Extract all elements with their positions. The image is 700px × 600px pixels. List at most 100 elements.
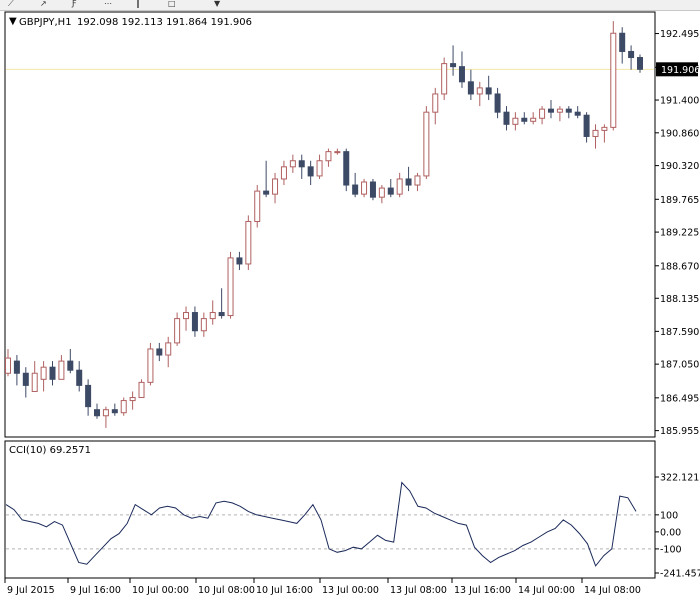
- candle: [40, 361, 47, 392]
- price-tick-label: 187.050: [660, 360, 699, 371]
- price-tick-label: 189.225: [660, 228, 699, 239]
- candle: [583, 112, 590, 143]
- candle: [272, 172, 279, 204]
- candle: [352, 172, 359, 198]
- candle: [156, 342, 163, 362]
- candle: [245, 215, 252, 271]
- candle-body: [94, 409, 101, 417]
- candle: [209, 300, 216, 325]
- candle: [76, 361, 83, 392]
- candle: [432, 87, 439, 125]
- candle-body: [476, 87, 483, 95]
- candle-body: [325, 151, 332, 162]
- candle: [592, 124, 599, 149]
- candle-body: [67, 360, 74, 371]
- candle: [485, 75, 492, 101]
- candle: [503, 106, 510, 131]
- candle: [191, 306, 198, 337]
- arrow-tool-icon[interactable]: ↗: [40, 0, 47, 8]
- price-tick-label: 192.495: [660, 29, 699, 40]
- candle-body: [129, 397, 136, 402]
- candle-body: [165, 342, 172, 356]
- cci-tick-label: 322.1215: [660, 473, 700, 484]
- time-tick-label: 9 Jul 16:00: [70, 585, 121, 596]
- candle-body: [280, 166, 287, 180]
- candle: [458, 51, 465, 88]
- candle: [476, 81, 483, 107]
- candle: [129, 391, 136, 410]
- candle: [13, 355, 20, 386]
- candle-body: [298, 160, 305, 168]
- candle: [67, 348, 74, 374]
- price-tick-label: 191.400: [660, 96, 699, 107]
- candle-body: [458, 66, 465, 83]
- candle: [637, 54, 643, 73]
- shapes-icon[interactable]: □: [168, 0, 176, 8]
- cci-title: CCI(10) 69.2571: [9, 445, 91, 456]
- candle-body: [111, 409, 118, 414]
- chart-menu-icon[interactable]: ▼: [9, 16, 17, 27]
- cci-panel: [4, 440, 656, 579]
- candle: [343, 148, 350, 192]
- current-price-box: [656, 62, 698, 77]
- cci-tick-label: -100: [660, 544, 682, 555]
- time-tick-label: 13 Jul 08:00: [390, 585, 447, 596]
- candle-body: [334, 151, 341, 154]
- candle-body: [138, 381, 145, 399]
- candle: [450, 45, 457, 76]
- candle: [147, 342, 154, 386]
- fib-fan-icon[interactable]: ⋯: [104, 0, 112, 8]
- line-tool-icon[interactable]: ⟋: [8, 0, 14, 8]
- candle: [556, 106, 563, 122]
- candle-body: [432, 93, 439, 113]
- candle: [494, 87, 501, 119]
- candle: [405, 166, 412, 192]
- candle: [628, 45, 635, 70]
- candle-body: [236, 257, 243, 265]
- candle-body: [610, 32, 617, 128]
- candle: [236, 251, 243, 271]
- candle: [601, 124, 608, 143]
- candle: [111, 403, 118, 416]
- candle-body: [254, 190, 261, 222]
- candle: [254, 185, 261, 228]
- candle: [307, 160, 314, 186]
- candle-body: [307, 166, 314, 177]
- ohlc-header: 192.098 192.113 191.864 191.906: [77, 17, 252, 28]
- candle: [396, 172, 403, 198]
- candle-body: [13, 360, 20, 374]
- candle: [441, 57, 448, 101]
- candle-body: [637, 57, 643, 70]
- candle: [325, 148, 332, 167]
- candle-body: [601, 126, 608, 131]
- current-price-label: 191.906: [661, 65, 700, 76]
- candle-body: [200, 318, 207, 332]
- candle-body: [209, 312, 216, 320]
- dropdown-arrow-icon[interactable]: ▼: [214, 0, 221, 8]
- candle-body: [174, 318, 181, 344]
- candle: [378, 185, 385, 204]
- candle-body: [49, 366, 56, 380]
- candle: [361, 178, 368, 198]
- candle-body: [405, 178, 412, 186]
- candle-body: [316, 160, 323, 177]
- candle: [530, 112, 537, 125]
- candle: [58, 355, 65, 380]
- cci-line: [5, 481, 637, 567]
- candle-body: [76, 369, 83, 386]
- main-panel: [4, 11, 656, 438]
- cci-tick-label: 0.00: [660, 527, 681, 538]
- candle: [298, 154, 305, 179]
- fib-tool-icon[interactable]: Ƒ: [72, 0, 77, 8]
- candle: [94, 403, 101, 419]
- channel-icon[interactable]: ‖: [136, 0, 140, 8]
- candle-body: [58, 360, 65, 380]
- candle-body: [503, 111, 510, 125]
- candle-body: [628, 50, 635, 59]
- candle: [521, 112, 528, 125]
- candle-body: [263, 190, 270, 195]
- price-tick-label: 188.670: [660, 261, 699, 272]
- candle-body: [565, 108, 572, 113]
- price-tick-label: 187.590: [660, 327, 699, 338]
- candle-body: [191, 312, 198, 332]
